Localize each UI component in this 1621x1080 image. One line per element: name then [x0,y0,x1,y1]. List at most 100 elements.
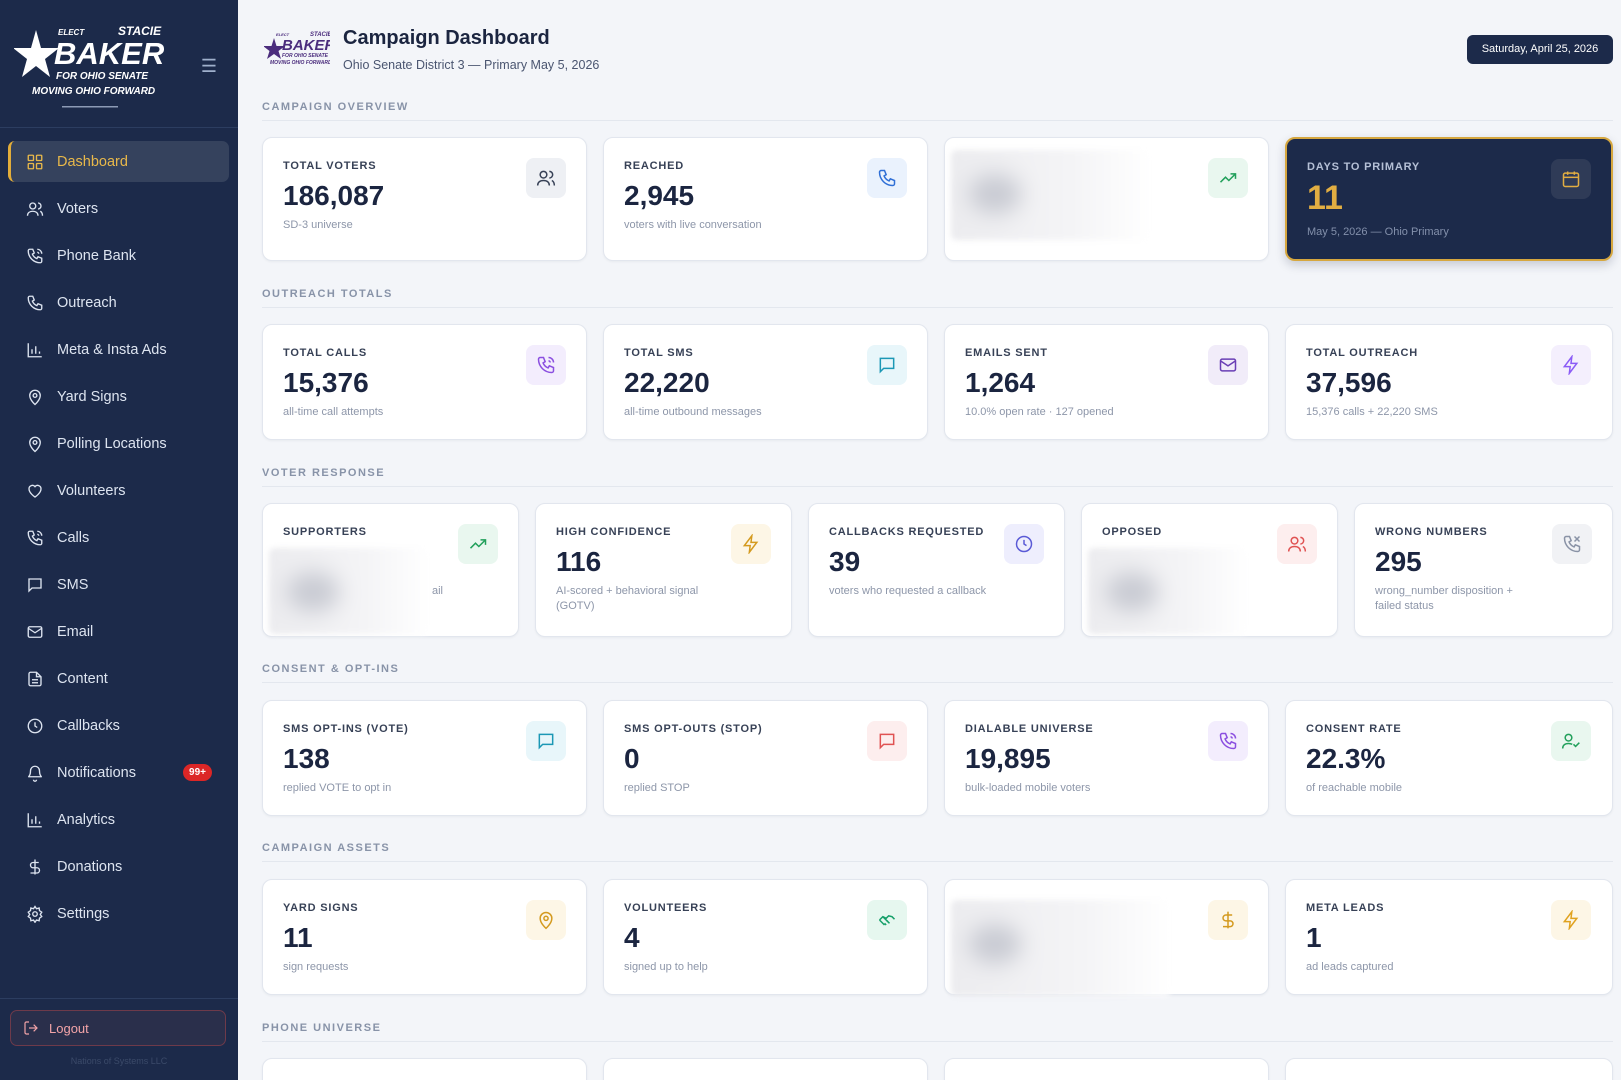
sidebar-item-yard-signs[interactable]: Yard Signs [8,376,229,417]
stat-label: TOTAL VOTERS [283,160,377,172]
sidebar-divider [0,127,238,128]
stat-card-consent-rate[interactable]: CONSENT RATE 22.3% of reachable mobile [1285,700,1613,816]
sidebar-item-label: Yard Signs [57,388,127,405]
phone-call-icon [1208,721,1248,761]
stat-card-emails-sent[interactable]: EMAILS SENT 1,264 10.0% open rate · 127 … [944,324,1269,440]
section-divider [262,120,1613,121]
stat-card-sms-opt-ins[interactable]: SMS OPT-INS (VOTE) 138 replied VOTE to o… [262,700,587,816]
stat-subtext: of reachable mobile [1306,782,1403,794]
sidebar-item-outreach[interactable]: Outreach [8,282,229,323]
section-divider [262,486,1613,487]
sidebar-item-analytics[interactable]: Analytics [8,799,229,840]
dollar-icon [1208,900,1248,940]
users-icon [1277,524,1317,564]
stat-card-total-calls[interactable]: TOTAL CALLS 15,376 all-time call attempt… [262,324,587,440]
menu-toggle-icon[interactable]: ☰ [200,56,218,76]
stat-subtext: wrong_number disposition + failed status [1375,585,1513,612]
stat-value: 138 [283,743,330,774]
stat-value: 116 [556,546,602,577]
stat-card-phone-2[interactable] [603,1058,928,1080]
stat-card-callbacks-requested[interactable]: CALLBACKS REQUESTED 39 voters who reques… [808,503,1065,637]
sidebar-item-callbacks[interactable]: Callbacks [8,705,229,746]
stat-subtext: all-time call attempts [283,406,384,418]
logout-icon [24,1021,38,1035]
redacted-area [951,150,1151,240]
stat-value: 186,087 [283,180,385,211]
logout-button[interactable]: Logout [10,1010,226,1046]
stat-value: 37,596 [1306,367,1392,398]
logo-senate: FOR OHIO SENATE [56,71,148,82]
stat-card-redacted[interactable] [944,137,1269,261]
sidebar-item-email[interactable]: Email [8,611,229,652]
stat-card-total-voters[interactable]: TOTAL VOTERS 186,087 SD-3 universe [262,137,587,261]
stat-card-days-to-primary[interactable]: DAYS TO PRIMARY 11 May 5, 2026 — Ohio Pr… [1285,137,1613,261]
stat-label: SUPPORTERS [283,526,367,538]
stat-subtext: 15,376 calls + 22,220 SMS [1306,406,1438,418]
section-label-outreach: OUTREACH TOTALS [262,288,393,300]
section-label-phone-universe: PHONE UNIVERSE [262,1022,382,1034]
mail-icon [27,625,43,638]
sidebar: ELECT STACIE BAKER FOR OHIO SENATE MOVIN… [0,0,238,1080]
sidebar-item-voters[interactable]: Voters [8,188,229,229]
stat-card-supporters[interactable]: SUPPORTERS ail [262,503,519,637]
mail-icon [1208,345,1248,385]
sidebar-item-volunteers[interactable]: Volunteers [8,470,229,511]
sidebar-item-settings[interactable]: Settings [8,893,229,934]
stat-card-wrong-numbers[interactable]: WRONG NUMBERS 295 wrong_number dispositi… [1354,503,1613,637]
stat-card-meta-leads[interactable]: META LEADS 1 ad leads captured [1285,879,1613,995]
stat-card-high-confidence[interactable]: HIGH CONFIDENCE 116 AI-scored + behavior… [535,503,792,637]
section-label-response: VOTER RESPONSE [262,467,386,479]
stat-card-sms-opt-outs[interactable]: SMS OPT-OUTS (STOP) 0 replied STOP [603,700,928,816]
sidebar-item-phone-bank[interactable]: Phone Bank [8,235,229,276]
sidebar-item-dashboard[interactable]: Dashboard [8,141,229,182]
sidebar-item-content[interactable]: Content [8,658,229,699]
users-icon [26,201,44,216]
stat-card-total-outreach[interactable]: TOTAL OUTREACH 37,596 15,376 calls + 22,… [1285,324,1613,440]
stat-label: CONSENT RATE [1306,723,1402,735]
stat-label: DAYS TO PRIMARY [1307,161,1421,173]
stat-card-total-sms[interactable]: TOTAL SMS 22,220 all-time outbound messa… [603,324,928,440]
stat-value: 1,264 [965,367,1036,398]
sidebar-item-sms[interactable]: SMS [8,564,229,605]
sidebar-item-label: Meta & Insta Ads [57,341,167,358]
stat-value: 11 [283,922,313,953]
heart-icon [28,484,42,498]
sidebar-nav: Dashboard Voters Phone Bank Outreach Met… [8,141,229,940]
stat-card-phone-3[interactable] [944,1058,1269,1080]
message-icon [526,721,566,761]
phone-call-icon [27,248,43,263]
page-title: Campaign Dashboard [343,27,550,49]
logo-tagline: MOVING OHIO FORWARD [32,86,155,97]
sidebar-item-label: Dashboard [57,153,128,170]
stat-card-volunteers[interactable]: VOLUNTEERS 4 signed up to help [603,879,928,995]
header-logo-baker: BAKER [282,37,330,54]
stat-value: 1 [1306,922,1322,953]
dollar-icon [29,859,41,874]
stat-card-yard-signs[interactable]: YARD SIGNS 11 sign requests [262,879,587,995]
sidebar-item-label: Calls [57,529,90,546]
sidebar-item-calls[interactable]: Calls [8,517,229,558]
sidebar-item-label: Callbacks [57,717,120,734]
redacted-area [1088,548,1248,634]
sidebar-item-notifications[interactable]: Notifications 99+ [8,752,229,793]
sidebar-footer: Nations of Systems LLC [70,1056,168,1066]
stat-subtext: bulk-loaded mobile voters [965,782,1091,794]
message-icon [28,577,42,593]
gear-icon [27,904,43,923]
map-pin-icon [29,436,41,452]
sidebar-item-donations[interactable]: Donations [8,846,229,887]
sidebar-item-polling-locations[interactable]: Polling Locations [8,423,229,464]
stat-label: OPPOSED [1102,526,1163,538]
stat-card-reached[interactable]: REACHED 2,945 voters with live conversat… [603,137,928,261]
stat-card-dialable-universe[interactable]: DIALABLE UNIVERSE 19,895 bulk-loaded mob… [944,700,1269,816]
stat-card-opposed[interactable]: OPPOSED [1081,503,1338,637]
stat-subtext: voters with live conversation [624,219,762,231]
sidebar-item-meta-ads[interactable]: Meta & Insta Ads [8,329,229,370]
stat-card-phone-1[interactable] [262,1058,587,1080]
stat-card-redacted-donations[interactable] [944,879,1269,996]
campaign-logo[interactable]: ELECT STACIE BAKER FOR OHIO SENATE MOVIN… [14,20,164,112]
stat-card-phone-4[interactable] [1285,1058,1613,1080]
trending-up-icon [1208,158,1248,198]
sidebar-item-label: Settings [57,905,110,922]
section-label-overview: CAMPAIGN OVERVIEW [262,101,409,113]
